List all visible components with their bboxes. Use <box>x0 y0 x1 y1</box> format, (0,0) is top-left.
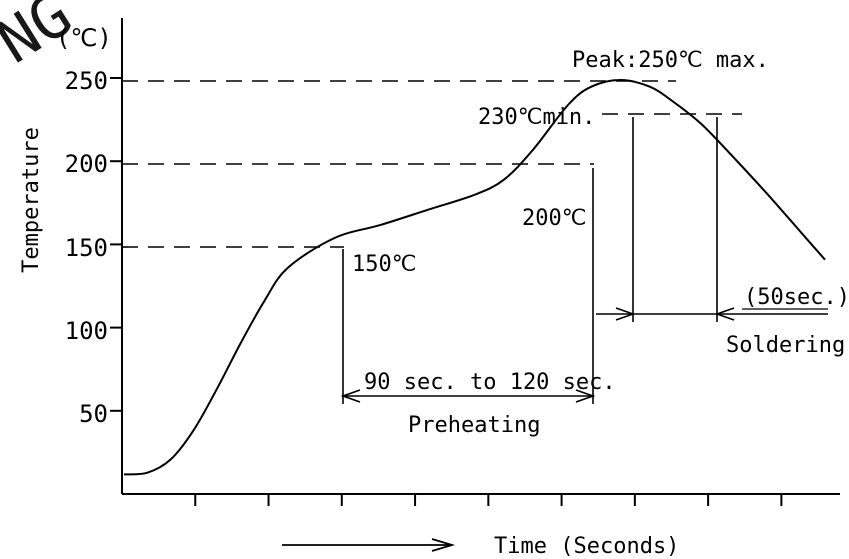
y-tick-label-100: 100 <box>65 317 108 345</box>
temp-150-annotation: 150℃ <box>352 252 416 277</box>
preheat-label: Preheating <box>408 413 540 438</box>
y-tick-label-250: 250 <box>65 67 108 95</box>
solder-duration-label: (50sec.) <box>744 285 849 310</box>
y-tick-label-200: 200 <box>65 150 108 178</box>
solder-arrow-in-left <box>615 307 636 321</box>
y-unit-label: (℃) <box>56 24 112 52</box>
temp-200-annotation: 200℃ <box>522 206 586 231</box>
time-arrow-head <box>431 538 456 552</box>
soldering-label: Soldering <box>726 333 845 358</box>
min-230-annotation: 230℃min. <box>478 105 595 130</box>
y-tick-label-50: 50 <box>79 400 108 428</box>
y-tick-marks <box>110 77 122 412</box>
x-tick-marks <box>194 494 783 506</box>
solder-arrow-in-right <box>714 307 735 321</box>
preheat-arrow-right <box>575 389 596 403</box>
y-tick-label-150: 150 <box>65 234 108 262</box>
peak-annotation: Peak:250℃ max. <box>572 48 769 73</box>
preheat-duration-label: 90 sec. to 120 sec. <box>364 370 616 395</box>
y-axis-label: Temperature <box>19 127 44 273</box>
temperature-profile-curve <box>123 78 826 476</box>
preheat-arrow-left <box>340 389 361 403</box>
x-axis-label: Time (Seconds) <box>494 534 679 559</box>
